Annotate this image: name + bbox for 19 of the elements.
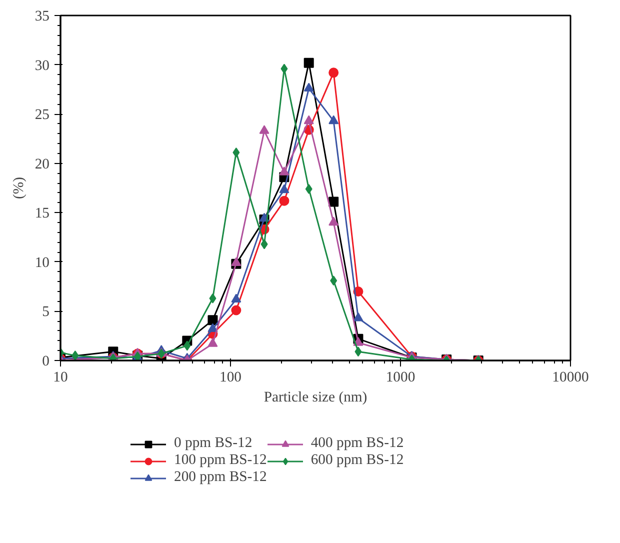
x-tick-label: 10000 [552, 370, 589, 386]
legend-label: 0 ppm BS-12 [174, 435, 252, 452]
legend-label: 200 ppm BS-12 [174, 469, 267, 486]
x-axis-title: Particle size (nm) [264, 390, 368, 406]
x-tick-label: 100 [220, 370, 242, 386]
legend-label: 100 ppm BS-12 [174, 452, 267, 469]
y-tick-label: 10 [34, 254, 50, 271]
y-axis-title: (%) [10, 176, 27, 199]
y-tick-label: 30 [34, 58, 50, 74]
x-tick-label: 1000 [386, 370, 416, 386]
y-tick-label: 15 [34, 206, 50, 222]
y-tick-label: 0 [42, 354, 50, 370]
legend-label: 400 ppm BS-12 [310, 435, 404, 452]
y-tick-label: 20 [34, 156, 50, 172]
x-tick-label: 10 [53, 370, 68, 386]
y-tick-label: 5 [42, 304, 50, 320]
y-tick-label: 35 [34, 8, 50, 24]
legend-label: 600 ppm BS-12 [310, 452, 404, 469]
y-tick-label: 25 [34, 107, 50, 124]
